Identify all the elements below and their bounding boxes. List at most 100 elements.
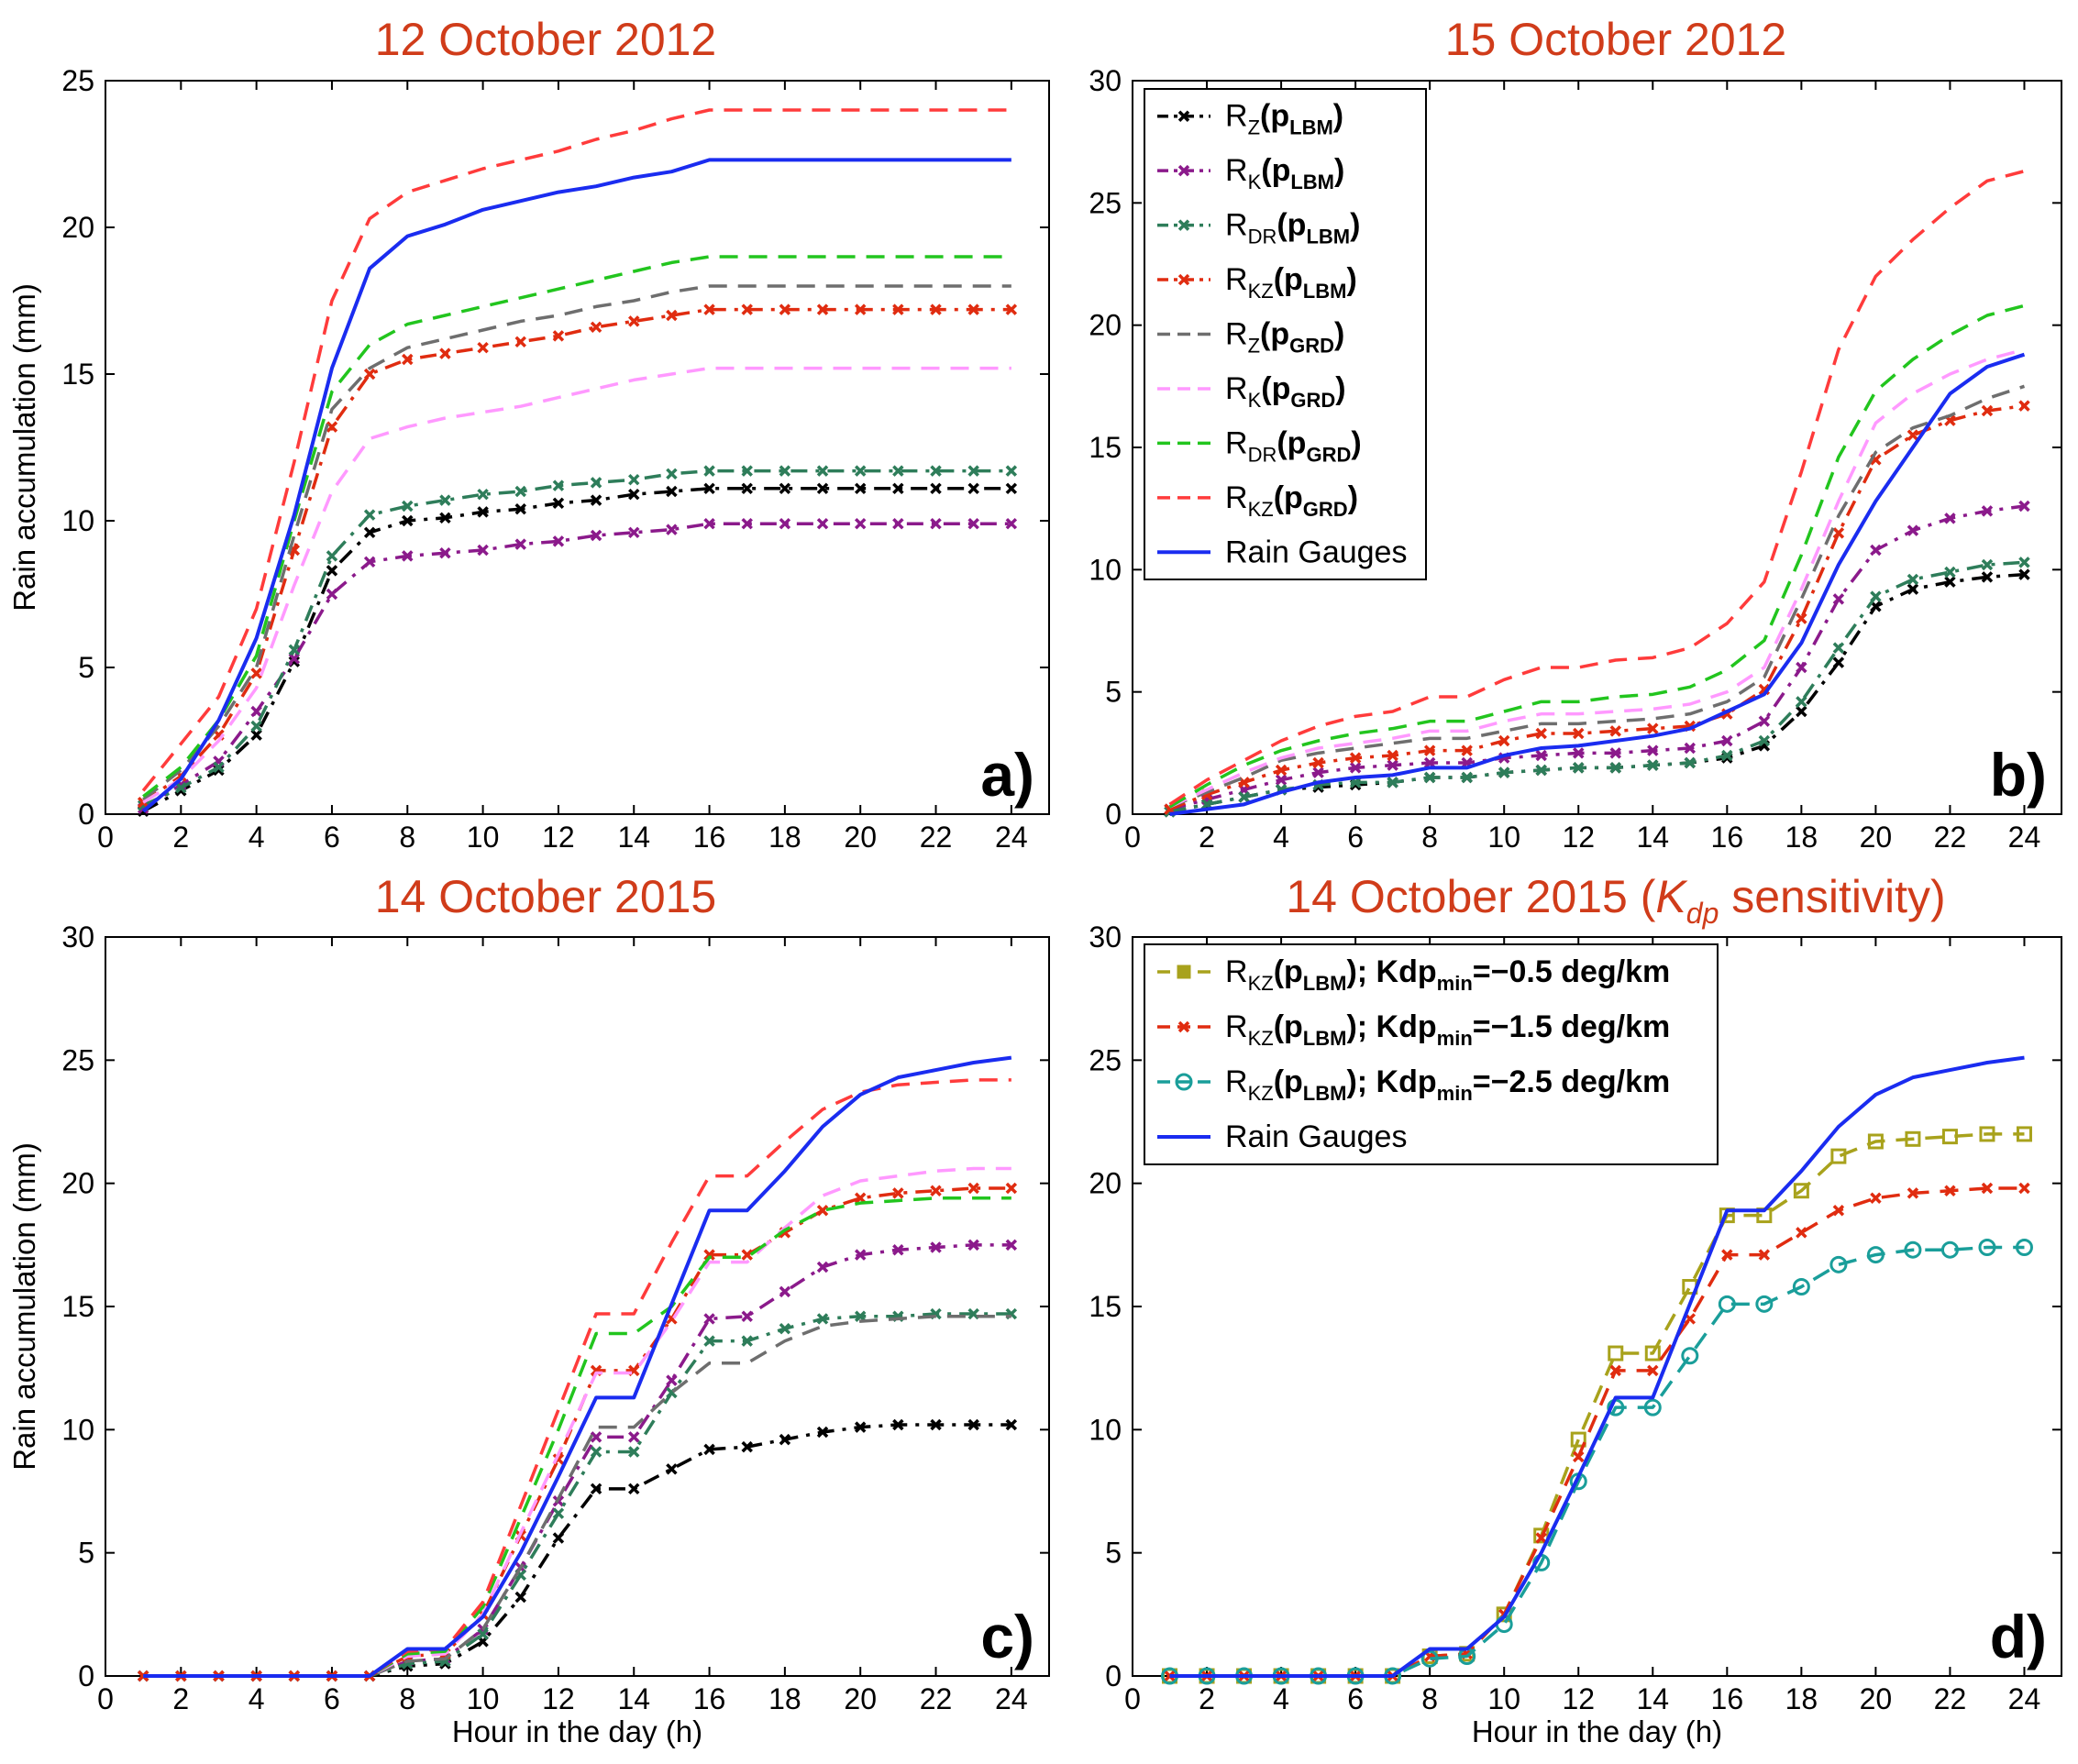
data-point [854,1249,867,1261]
data-point [703,1443,715,1456]
series-5 [142,366,1011,804]
x-tick-label: 4 [1273,821,1289,854]
series-line [143,1312,1011,1678]
legend-label: RKZ(pLBM); Kdpmin=−2.5 deg/km [1225,1064,1670,1105]
data-point [1312,766,1324,778]
data-point [1796,696,1807,708]
data-point [1535,1532,1547,1544]
y-tick-label: 20 [61,1167,94,1200]
data-point [514,1591,526,1604]
legend-label: RK(pGRD) [1225,371,1346,412]
data-point [552,497,565,510]
data-point [514,502,526,515]
y-tick-label: 5 [78,1537,94,1570]
x-tick-label: 16 [1711,821,1744,854]
series-line [143,1423,1011,1678]
legend-marker [1177,164,1190,177]
data-point [1644,1345,1661,1362]
data-point [1870,590,1882,602]
plot-area [105,936,1050,1677]
data-point [288,653,301,665]
data-point [967,1418,979,1431]
x-tick-label: 8 [1421,821,1438,854]
data-point [1981,505,1994,517]
data-point [967,303,979,315]
series-line [1168,384,2026,809]
data-point [514,336,526,348]
data-point [1944,566,1956,579]
x-tick-label: 16 [693,821,726,854]
data-point [1238,791,1250,803]
data-point [1609,725,1621,737]
x-tick-label: 0 [97,1682,114,1715]
data-point [628,1483,640,1495]
data-point [703,1335,715,1347]
data-point [514,485,526,498]
legend-marker [1177,110,1190,122]
data-point [2018,500,2030,513]
x-tick-label: 8 [399,1682,415,1715]
data-point [816,1313,829,1325]
data-point [628,1446,640,1458]
data-point [590,1446,602,1458]
data-point [703,303,715,315]
data-point [2015,1239,2033,1257]
series-line [142,284,1011,801]
x-tick-label: 16 [1711,1682,1744,1715]
data-point [1387,759,1398,771]
x-tick-label: 22 [920,1682,953,1715]
legend-entry: RK(pLBM) [1157,153,1344,193]
x-tick-label: 20 [1860,1682,1893,1715]
data-point [363,556,376,568]
y-tick-label: 15 [1089,1290,1122,1323]
data-point [741,1440,753,1453]
series-line [1168,303,2025,809]
y-tick-label: 15 [61,358,94,391]
data-point [213,761,225,774]
x-tick-label: 24 [2008,821,2041,854]
x-tick-label: 6 [324,821,340,854]
data-point [1867,1133,1884,1150]
data-point [1832,656,1845,668]
y-tick-label: 5 [1105,676,1122,709]
data-point [779,517,791,530]
panel-label: c) [980,1603,1034,1670]
data-point [1981,1182,1994,1195]
x-axis-label: Hour in the day (h) [452,1714,702,1748]
data-point [779,1322,791,1335]
data-point [892,517,904,530]
data-point [930,1185,942,1196]
y-tick-label: 10 [61,1413,94,1446]
y-tick-label: 0 [1105,798,1122,831]
legend-label: Rain Gauges [1225,535,1407,569]
data-point [1721,749,1733,762]
data-point [439,347,451,359]
x-tick-label: 22 [1934,821,1967,854]
data-point [2016,1126,2032,1142]
y-tick-label: 10 [61,504,94,537]
data-point [628,526,640,539]
data-point [1830,1148,1847,1164]
data-point [1535,749,1547,762]
data-point [1870,544,1882,557]
data-point [1005,303,1018,315]
data-point [1721,1249,1733,1261]
legend-entry: Rain Gauges [1157,535,1407,569]
x-tick-label: 6 [1347,821,1364,854]
data-point [1005,1182,1018,1195]
data-point [1944,513,1956,524]
data-point [1796,1227,1807,1239]
data-point [741,482,753,495]
series-0 [137,482,1018,818]
legend-entry: RDR(pLBM) [1157,208,1360,248]
data-point [967,465,979,477]
legend-entry: RZ(pGRD) [1157,317,1344,358]
data-point [967,517,979,530]
x-tick-label: 2 [172,821,189,854]
legend-label: RDR(pGRD) [1225,425,1362,466]
data-point [1535,727,1547,740]
y-tick-label: 0 [1105,1659,1122,1692]
x-tick-label: 12 [1562,1682,1595,1715]
